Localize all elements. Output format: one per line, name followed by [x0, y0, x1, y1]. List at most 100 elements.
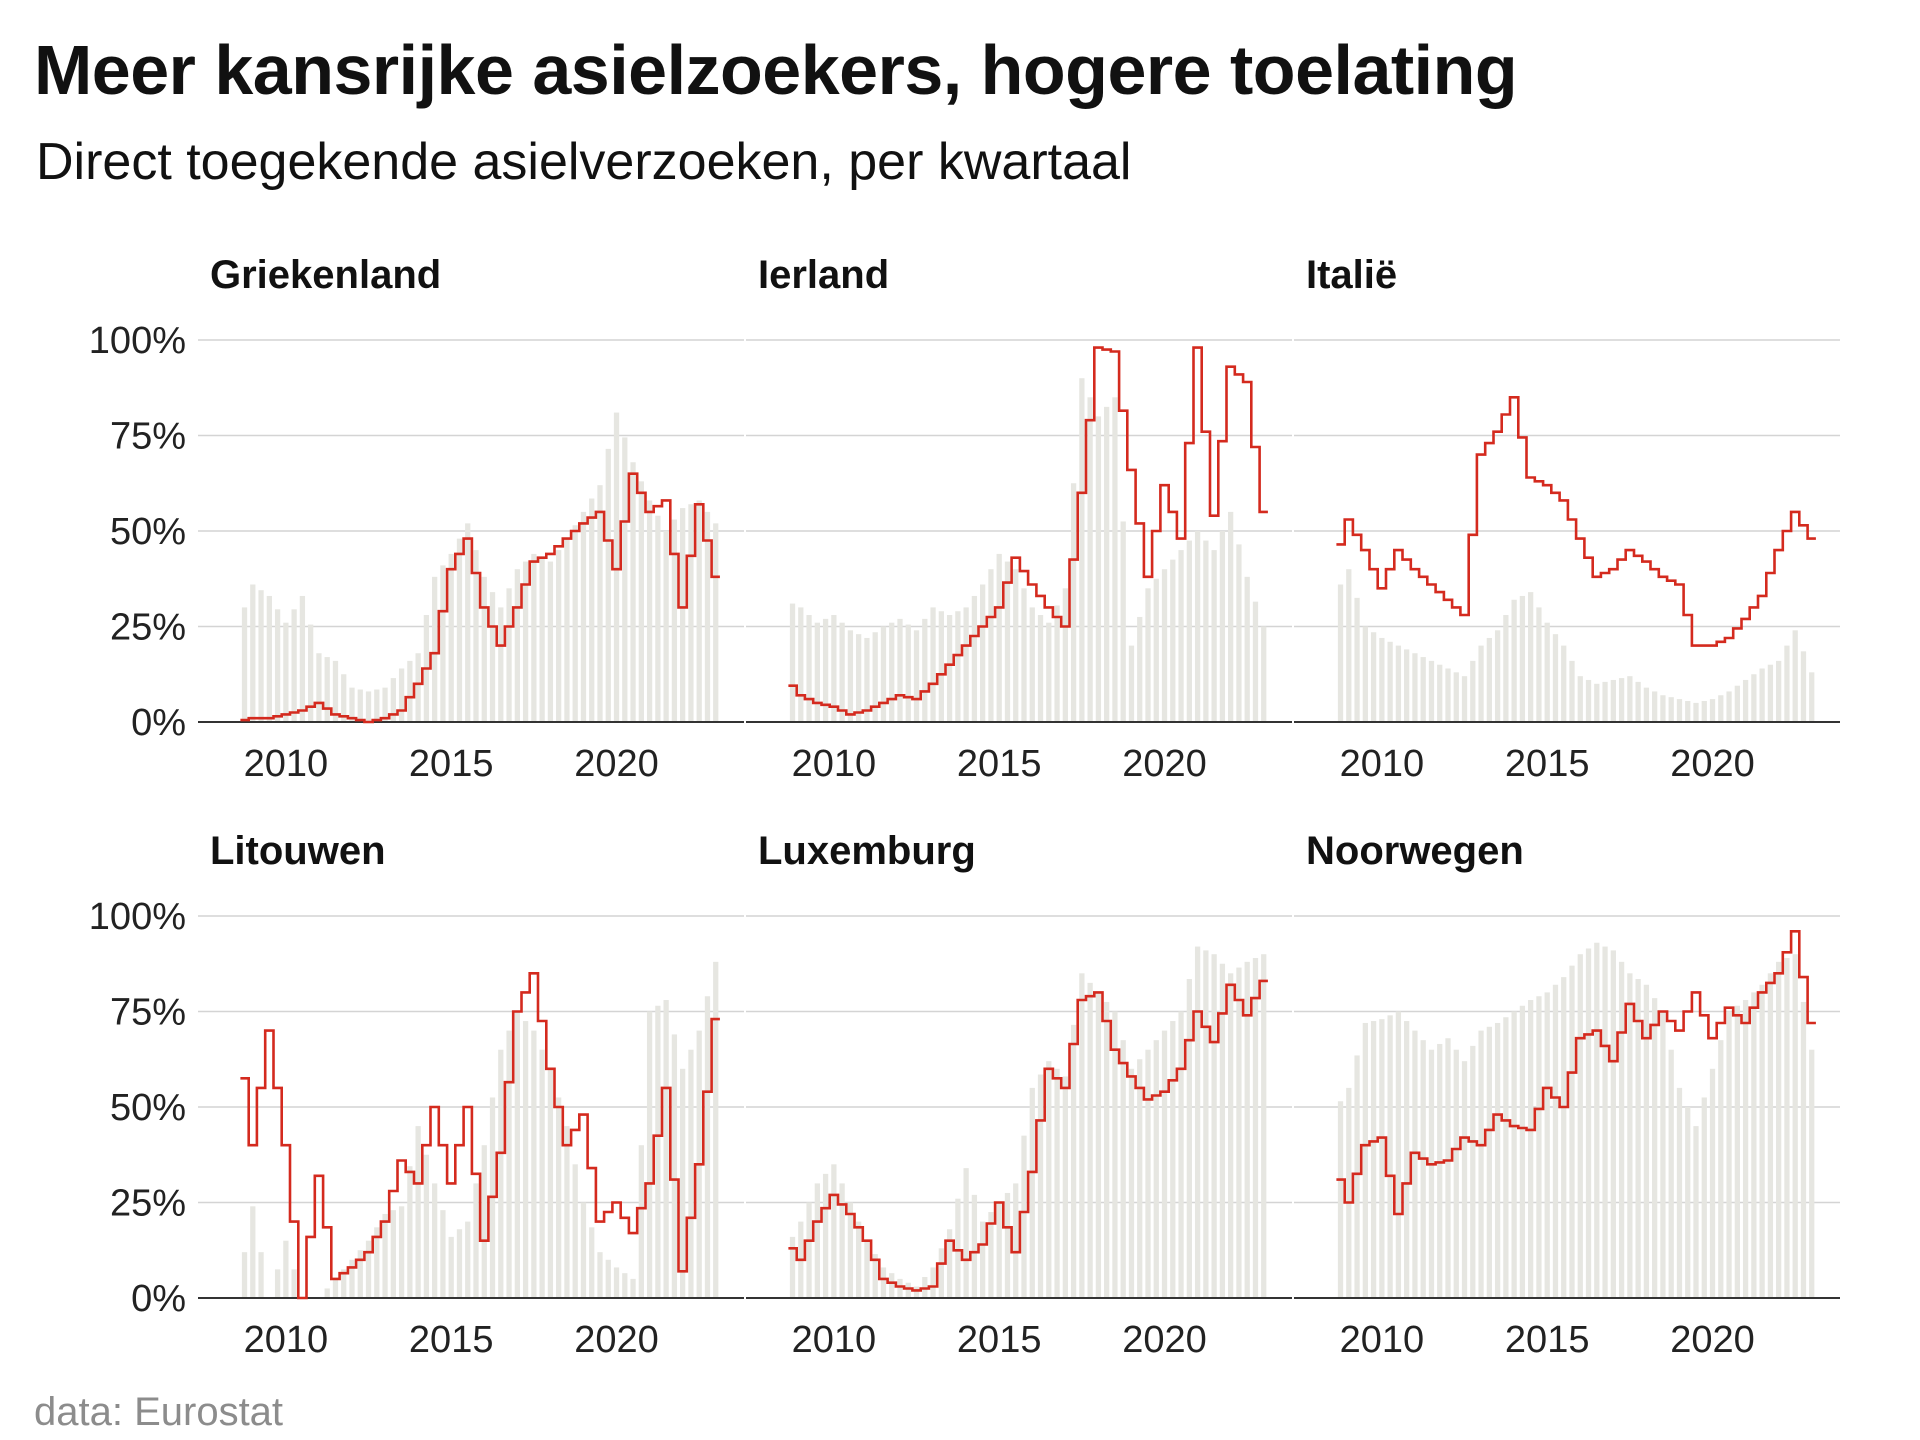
- bar: [1478, 1030, 1484, 1298]
- bar: [291, 1269, 297, 1298]
- bar: [1070, 483, 1077, 722]
- bar: [1618, 678, 1625, 722]
- bar: [1742, 1000, 1749, 1298]
- panel-title: Luxemburg: [758, 829, 976, 873]
- series-line: [240, 472, 720, 724]
- bar: [1087, 982, 1093, 1298]
- bar: [1445, 1038, 1451, 1298]
- bar: [638, 481, 644, 722]
- bar: [1701, 1097, 1707, 1298]
- bar: [889, 622, 895, 722]
- x-tick-label: 2020: [1670, 1319, 1755, 1361]
- bar: [547, 1068, 554, 1298]
- bar: [1519, 595, 1526, 722]
- bar: [1095, 416, 1102, 722]
- bar: [955, 1198, 961, 1298]
- bar: [1453, 672, 1459, 722]
- bar: [589, 498, 595, 722]
- panel-title: Italië: [1306, 253, 1397, 297]
- bar: [1594, 942, 1600, 1298]
- bar: [847, 630, 854, 722]
- panel-title: Griekenland: [210, 253, 441, 297]
- bar: [1054, 1068, 1060, 1298]
- bar: [856, 1221, 862, 1298]
- bar: [539, 1049, 545, 1298]
- bar: [872, 632, 878, 722]
- bar: [498, 607, 504, 722]
- bar: [440, 565, 446, 722]
- bar: [1362, 626, 1368, 722]
- bar: [1461, 676, 1468, 722]
- bar: [1635, 681, 1641, 722]
- bar: [1420, 657, 1426, 722]
- bar: [1652, 998, 1658, 1298]
- bar: [1137, 616, 1143, 722]
- bar: [806, 1202, 812, 1298]
- bar: [448, 1236, 454, 1298]
- bar: [1236, 967, 1242, 1298]
- bar: [324, 657, 330, 722]
- panel-title: Noorwegen: [1306, 829, 1524, 873]
- bar: [1203, 950, 1209, 1298]
- bar: [1228, 511, 1234, 722]
- bar: [638, 1145, 644, 1298]
- bar: [814, 1183, 820, 1298]
- series-line: [1336, 930, 1816, 1216]
- bar: [250, 1206, 256, 1298]
- bar: [1070, 1024, 1077, 1298]
- bar: [1029, 1087, 1035, 1298]
- bar: [980, 584, 986, 722]
- bar: [390, 1210, 396, 1298]
- y-tick-label: 100%: [89, 896, 186, 938]
- y-tick-label: 25%: [110, 607, 186, 649]
- bar: [1470, 1045, 1476, 1298]
- bar: [1404, 1021, 1410, 1298]
- x-tick-label: 2020: [1122, 1319, 1207, 1361]
- bar: [1718, 1040, 1724, 1298]
- bar: [1252, 601, 1259, 722]
- bar: [522, 561, 529, 722]
- bar: [1021, 588, 1027, 722]
- bar: [1627, 676, 1633, 722]
- bar: [1792, 630, 1798, 722]
- bar: [1062, 588, 1068, 722]
- bar: [680, 508, 686, 722]
- x-tick-label: 2020: [1670, 743, 1755, 785]
- bar: [889, 1273, 895, 1298]
- x-tick-label: 2010: [1340, 1319, 1425, 1361]
- x-tick-label: 2010: [792, 1319, 877, 1361]
- bar: [1261, 626, 1267, 722]
- bar: [1062, 1076, 1068, 1298]
- bar: [1470, 660, 1476, 722]
- bar: [663, 1000, 669, 1298]
- bar: [1087, 397, 1093, 722]
- bar: [996, 1202, 1002, 1298]
- x-tick-label: 2015: [1505, 743, 1590, 785]
- bar: [1776, 660, 1782, 722]
- bar: [1734, 1005, 1740, 1298]
- bar: [241, 1252, 248, 1298]
- bar: [1037, 1074, 1044, 1298]
- bar: [1029, 607, 1035, 722]
- bar: [456, 1229, 463, 1298]
- bar: [564, 538, 570, 722]
- bar: [1046, 622, 1052, 722]
- bar: [1685, 1107, 1691, 1298]
- bar: [1726, 691, 1732, 722]
- y-tick-label: 50%: [110, 511, 186, 553]
- bar: [1037, 615, 1044, 722]
- bar: [704, 511, 711, 722]
- bar: [1544, 622, 1550, 722]
- source-note: data: Eurostat: [34, 1390, 284, 1434]
- bar: [1437, 664, 1443, 722]
- bar: [1718, 695, 1724, 722]
- bar: [864, 1240, 870, 1298]
- bar: [1236, 544, 1242, 722]
- bar: [332, 1278, 339, 1298]
- bar: [1751, 674, 1757, 722]
- bar: [1618, 961, 1625, 1298]
- y-tick-label: 50%: [110, 1087, 186, 1129]
- bar: [572, 1164, 578, 1298]
- bar: [847, 1202, 854, 1298]
- bar: [506, 1030, 512, 1298]
